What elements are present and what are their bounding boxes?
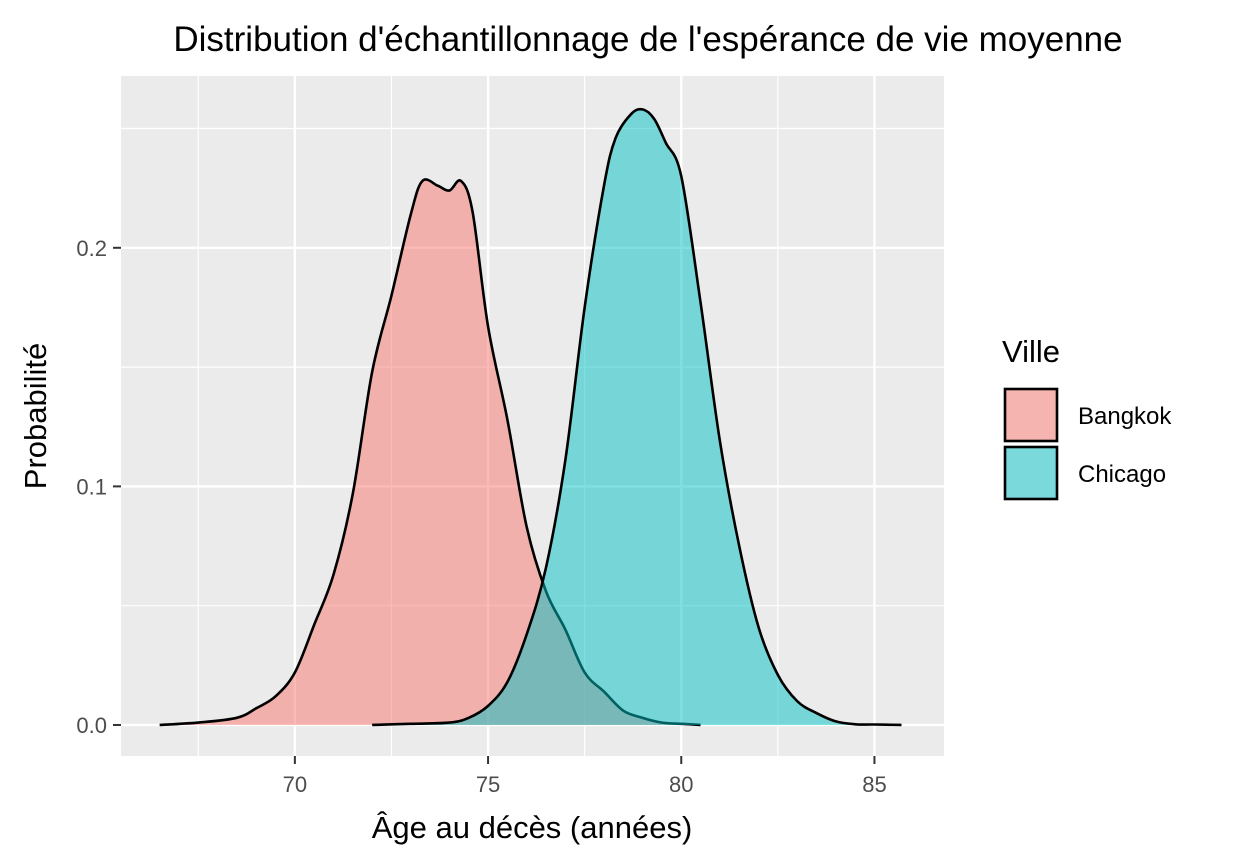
y-tick-label: 0.2 [76, 236, 107, 261]
x-tick-label: 70 [283, 772, 307, 797]
y-tick-label: 0.1 [76, 474, 107, 499]
x-tick-label: 85 [862, 772, 886, 797]
chart-title: Distribution d'échantillonnage de l'espé… [173, 20, 1122, 59]
legend: Ville Bangkok Chicago [1002, 334, 1172, 501]
x-tick-label: 80 [669, 772, 693, 797]
legend-label-bangkok: Bangkok [1078, 403, 1172, 430]
density-line-chicago [372, 107, 902, 727]
y-tick-label: 0.0 [76, 713, 107, 738]
legend-label-chicago: Chicago [1078, 461, 1166, 488]
x-axis-title: Âge au décès (années) [372, 810, 693, 845]
axes: 70 75 80 85 0.0 0.1 0.2 [76, 236, 886, 797]
x-tick-label: 75 [476, 772, 500, 797]
y-axis-title: Probabilité [18, 343, 53, 489]
density-areas [159, 107, 902, 727]
density-area-bangkok [159, 179, 701, 725]
legend-swatch-chicago [1003, 445, 1059, 501]
density-area-chicago [372, 109, 902, 725]
legend-swatch-bangkok [1003, 387, 1059, 443]
legend-title: Ville [1002, 334, 1060, 369]
